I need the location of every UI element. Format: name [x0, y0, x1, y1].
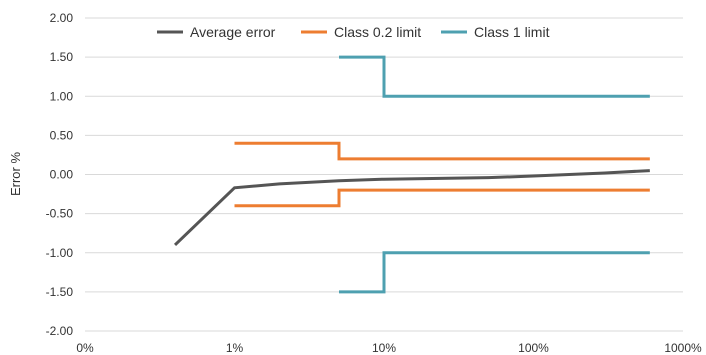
y-tick-label: 0.50 — [50, 128, 74, 142]
series-line — [339, 251, 650, 294]
x-tick-label: 0% — [76, 341, 94, 355]
y-tick-label: -1.00 — [46, 246, 74, 260]
y-tick-label: 2.00 — [50, 11, 74, 25]
legend-label: Average error — [190, 24, 276, 40]
series-line — [339, 55, 650, 98]
series-2 — [339, 55, 650, 294]
y-axis-ticks: -2.00 -1.50 -1.00 -0.50 0.00 0.50 1.00 1.50 2.00 — [46, 11, 74, 338]
x-tick-label: 10% — [372, 341, 396, 355]
y-tick-label: 1.50 — [50, 50, 74, 64]
y-tick-label: 1.00 — [50, 89, 74, 103]
series-line — [234, 141, 650, 161]
y-tick-label: -2.00 — [46, 324, 74, 338]
x-tick-label: 100% — [518, 341, 549, 355]
legend-label: Class 1 limit — [474, 24, 550, 40]
legend: Average error Class 0.2 limit Class 1 limi… — [157, 24, 550, 40]
series-1 — [234, 141, 650, 208]
y-tick-label: 0.00 — [50, 168, 74, 182]
legend-label: Class 0.2 limit — [334, 24, 421, 40]
x-axis-ticks: 0% 1% 10% 100% 1000% — [76, 341, 702, 355]
y-tick-label: -0.50 — [46, 207, 74, 221]
series-line — [173, 169, 650, 247]
x-tick-label: 1% — [226, 341, 244, 355]
y-tick-label: -1.50 — [46, 285, 74, 299]
series-line — [234, 188, 650, 208]
series-lines — [173, 55, 650, 294]
y-axis-title: Error % — [8, 152, 23, 197]
x-tick-label: 1000% — [664, 341, 702, 355]
series-0 — [173, 169, 650, 247]
gridlines — [85, 17, 683, 332]
